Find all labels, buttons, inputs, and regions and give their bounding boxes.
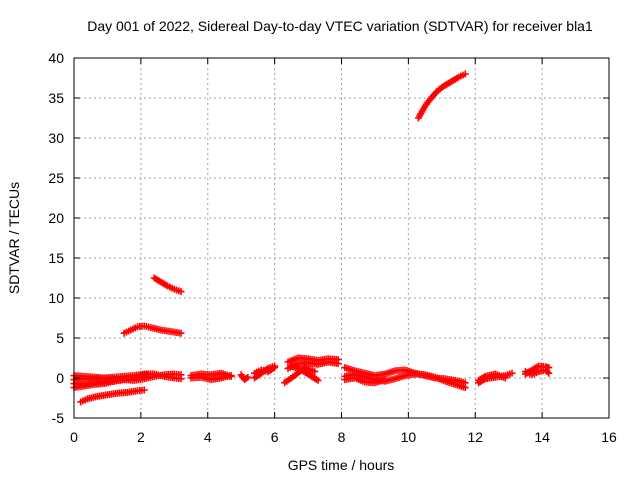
data-point xyxy=(120,376,128,384)
x-tick-label: 8 xyxy=(338,429,346,445)
data-point xyxy=(381,376,389,384)
y-tick-label: -5 xyxy=(52,410,65,426)
data-point xyxy=(177,371,185,379)
data-point xyxy=(508,369,516,377)
x-tick-label: 14 xyxy=(534,429,550,445)
x-tick-label: 16 xyxy=(601,429,617,445)
series-arc-6 xyxy=(120,322,185,337)
series-arc-5 xyxy=(77,386,148,406)
y-tick-label: 40 xyxy=(48,50,64,66)
x-tick-label: 6 xyxy=(271,429,279,445)
y-tick-label: 10 xyxy=(48,290,64,306)
y-axis-title: SDTVAR / TECUs xyxy=(6,182,22,294)
series-arc-24 xyxy=(521,366,553,379)
x-tick-label: 2 xyxy=(137,429,145,445)
data-point xyxy=(461,384,469,392)
x-axis-title: GPS time / hours xyxy=(288,457,395,473)
y-tick-label: 30 xyxy=(48,130,64,146)
data-point xyxy=(271,364,279,372)
series-arc-4 xyxy=(70,376,128,392)
grid xyxy=(74,58,609,418)
axis-ticks: 0 2 4 6 8 10 12 14 16 -5 0 5 10 15 20 25 30 35 40 xyxy=(48,50,617,445)
series-arc-7 xyxy=(150,274,185,296)
data-point xyxy=(501,374,509,382)
data-point xyxy=(311,368,319,376)
series-arc-16 xyxy=(287,362,322,384)
series-arc-19 xyxy=(341,374,389,387)
data-point xyxy=(334,360,342,368)
data-point xyxy=(244,373,252,381)
series-arc-13 xyxy=(284,354,342,366)
y-tick-label: 25 xyxy=(48,170,64,186)
x-tick-label: 12 xyxy=(467,429,483,445)
data-point xyxy=(314,376,322,384)
x-tick-label: 0 xyxy=(70,429,78,445)
x-tick-label: 4 xyxy=(204,429,212,445)
y-tick-label: 5 xyxy=(56,330,64,346)
data-points xyxy=(70,70,553,406)
y-tick-label: 0 xyxy=(56,370,64,386)
y-tick-label: 15 xyxy=(48,250,64,266)
series-arc-10 xyxy=(237,371,252,384)
data-point xyxy=(461,70,469,78)
data-point xyxy=(177,329,185,337)
series-arc-22 xyxy=(475,370,509,384)
series-arc-12 xyxy=(251,364,279,377)
data-point xyxy=(227,372,235,380)
series-arc-20 xyxy=(414,70,469,122)
chart-title: Day 001 of 2022, Sidereal Day-to-day VTE… xyxy=(87,18,593,34)
y-tick-label: 35 xyxy=(48,90,64,106)
data-point xyxy=(177,288,185,296)
y-tick-label: 20 xyxy=(48,210,64,226)
x-tick-label: 10 xyxy=(401,429,417,445)
data-point xyxy=(545,369,553,377)
series-arc-9 xyxy=(187,372,235,384)
data-point xyxy=(140,386,148,394)
